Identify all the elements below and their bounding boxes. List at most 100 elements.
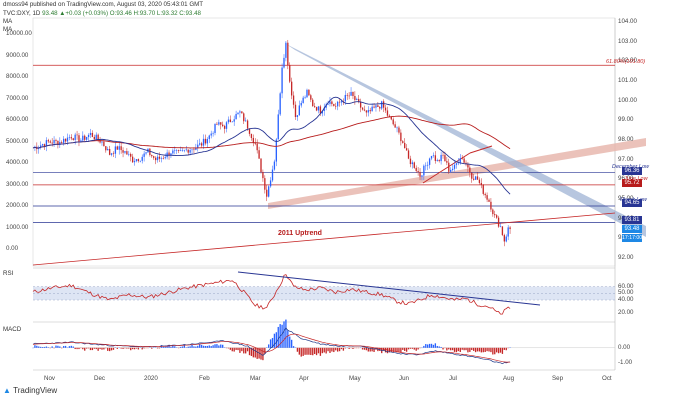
tag-time: 17:17:00 (622, 234, 643, 242)
candle-body (164, 157, 166, 159)
candle-body (283, 57, 285, 68)
candle-body (417, 170, 419, 172)
macd-histogram-bar (465, 347, 467, 351)
candle-body (411, 162, 414, 165)
volume-tick: 6000.00 (6, 116, 29, 123)
candle-body (128, 153, 130, 155)
macd-histogram-bar (409, 347, 412, 349)
candle-body (496, 215, 498, 218)
tag-last: 93.48 (622, 225, 642, 233)
candle-body (323, 107, 325, 112)
candle-body (327, 103, 329, 105)
volume-tick: 5000.00 (6, 137, 29, 145)
candle-body (82, 135, 84, 141)
ma-short-line (32, 96, 511, 195)
candle-body (463, 158, 465, 163)
macd-histogram-bar (99, 347, 101, 350)
macd-histogram-bar (87, 347, 90, 349)
macd-histogram-bar (57, 345, 59, 348)
tradingview-logo[interactable]: ▲ TradingView (3, 386, 58, 395)
candle-body (461, 158, 463, 159)
macd-histogram-bar (365, 347, 368, 351)
candle-body (214, 123, 216, 134)
macd-histogram-bar (482, 347, 484, 353)
candle-body (254, 142, 256, 144)
macd-histogram-bar (164, 346, 166, 348)
candle-body (396, 127, 398, 129)
ohlc-values: 93.48 ▲+0.03 (+0.03%) O:93.46 H:93.70 L:… (42, 10, 201, 17)
time-tick: Dec (94, 375, 106, 382)
candle-body (317, 106, 320, 111)
candle-body (260, 158, 262, 172)
candle-body (419, 171, 421, 177)
candle-body (398, 127, 400, 133)
macd-histogram-bar (166, 346, 168, 348)
ma-legend-2: MA (3, 26, 13, 33)
macd-histogram-bar (220, 344, 222, 348)
candle-body (252, 137, 255, 143)
candle-body (404, 142, 406, 149)
macd-histogram-bar (74, 347, 76, 350)
macd-histogram-bar (61, 347, 63, 349)
candle-body (210, 133, 212, 136)
candle-body (235, 114, 237, 120)
candle-body (218, 122, 220, 125)
macd-histogram-bar (298, 347, 300, 355)
macd-histogram-bar (488, 347, 490, 352)
candle-body (195, 147, 197, 150)
macd-histogram-bar (130, 347, 132, 351)
symbol: TVC:DXY, 1D (3, 10, 41, 17)
candle-body (444, 155, 446, 162)
candle-body (371, 106, 373, 112)
macd-histogram-bar (141, 347, 143, 350)
macd-histogram-bar (59, 346, 61, 348)
rsi-tick: 50.00 (618, 289, 634, 297)
macd-histogram-bar (237, 347, 239, 351)
candle-body (423, 165, 425, 176)
macd-histogram-bar (62, 346, 65, 348)
macd-histogram-bar (131, 347, 134, 350)
macd-histogram-bar (151, 347, 153, 349)
macd-histogram-bar (181, 346, 184, 348)
fib-level-label: 61.80%(101.80) (606, 59, 646, 65)
candle-body (421, 175, 423, 177)
macd-histogram-bar (405, 347, 408, 352)
macd-histogram-bar (108, 347, 111, 352)
macd-histogram-bar (285, 319, 287, 348)
macd-histogram-bar (45, 346, 48, 348)
macd-histogram-bar (38, 346, 40, 348)
macd-histogram-bar (310, 347, 312, 356)
time-tick: Feb (199, 375, 210, 382)
price-tick: 100.00 (618, 96, 637, 104)
candle-body (482, 184, 484, 194)
macd-histogram-bar (64, 345, 67, 348)
candle-body (202, 138, 205, 146)
macd-histogram-bar (335, 347, 337, 351)
candle-body (197, 144, 199, 148)
macd-histogram-bar (302, 347, 304, 356)
macd-histogram-bar (463, 347, 465, 351)
macd-label: MACD (3, 326, 22, 333)
macd-histogram-bar (369, 347, 371, 352)
candle-body (300, 102, 302, 106)
candle-body (290, 81, 293, 96)
candle-body (505, 236, 507, 242)
macd-histogram-bar (423, 345, 425, 348)
macd-histogram-bar (93, 347, 95, 349)
uptrend-line (32, 212, 616, 266)
candle-body (246, 120, 249, 129)
macd-histogram-bar (428, 343, 431, 348)
macd-histogram-bar (218, 345, 220, 348)
candle-body (365, 110, 368, 113)
candle-body (38, 147, 40, 150)
candle-body (220, 122, 222, 125)
volume-tick: 3000.00 (6, 180, 29, 188)
candle-body (336, 101, 339, 107)
candle-body (237, 112, 239, 115)
macd-histogram-bar (283, 321, 285, 348)
candle-body (176, 150, 178, 151)
candle-body (271, 169, 274, 181)
macd-histogram-bar (402, 347, 404, 350)
volume-tick: 7000.00 (6, 94, 29, 102)
